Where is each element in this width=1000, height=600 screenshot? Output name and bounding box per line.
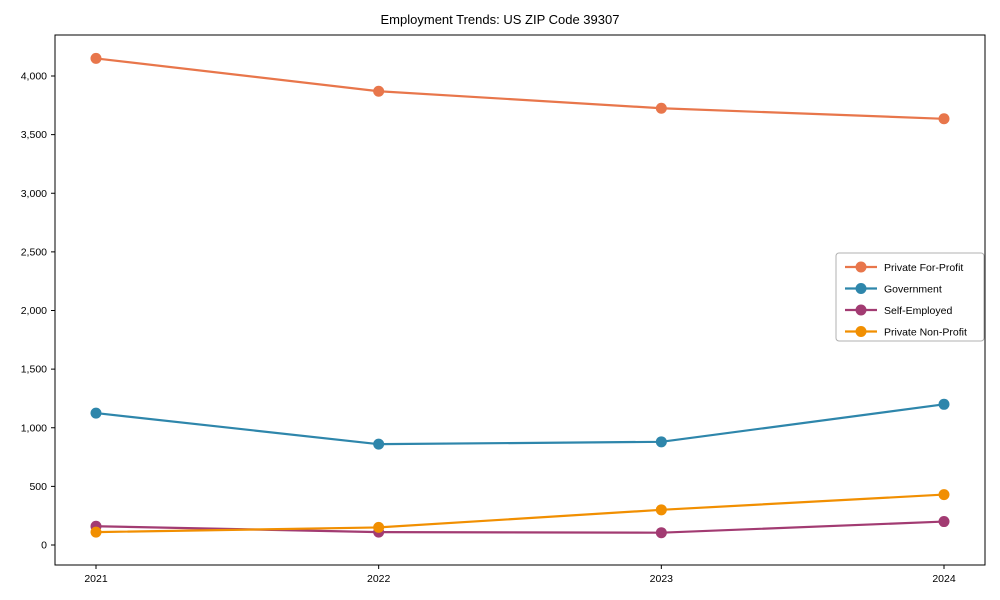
x-tick-label: 2022	[367, 573, 391, 585]
x-tick-label: 2024	[932, 573, 956, 585]
data-point-marker	[655, 102, 667, 114]
y-tick-label: 0	[41, 540, 47, 552]
y-tick-label: 4,000	[21, 71, 47, 83]
x-tick-label: 2021	[84, 573, 108, 585]
legend-label: Private Non-Profit	[884, 327, 967, 339]
data-point-marker	[938, 398, 950, 410]
plot-border	[54, 34, 986, 566]
x-tick-label: 2023	[650, 573, 674, 585]
data-point-marker	[655, 504, 667, 516]
y-tick-label: 500	[29, 481, 47, 493]
y-tick-label: 3,000	[21, 188, 47, 200]
chart-title: Employment Trends: US ZIP Code 39307	[380, 12, 620, 27]
y-tick-label: 2,000	[21, 305, 47, 317]
data-point-marker	[373, 521, 385, 533]
legend-sample-marker	[855, 304, 867, 316]
y-tick-label: 1,500	[21, 364, 47, 376]
y-tick-label: 3,500	[21, 129, 47, 141]
data-point-marker	[90, 526, 102, 538]
legend-sample-marker	[855, 326, 867, 337]
legend-label: Government	[884, 284, 942, 296]
data-point-marker	[938, 516, 950, 528]
legend-label: Self-Employed	[884, 305, 952, 317]
data-point-marker	[655, 436, 667, 448]
data-point-marker	[373, 85, 385, 97]
y-tick-label: 2,500	[21, 246, 47, 258]
data-point-marker	[938, 113, 950, 125]
data-point-marker	[655, 527, 667, 539]
data-point-marker	[90, 407, 102, 419]
series-line	[95, 403, 945, 446]
data-point-marker	[90, 52, 102, 64]
legend-label: Private For-Profit	[884, 262, 963, 274]
legend-sample-marker	[855, 283, 867, 294]
y-tick-label: 1,000	[21, 422, 47, 434]
legend-box	[835, 252, 985, 342]
series-line	[95, 493, 945, 534]
legend-sample-marker	[855, 261, 867, 273]
series-line	[95, 57, 945, 120]
data-point-marker	[373, 438, 385, 450]
data-point-marker	[938, 489, 950, 501]
